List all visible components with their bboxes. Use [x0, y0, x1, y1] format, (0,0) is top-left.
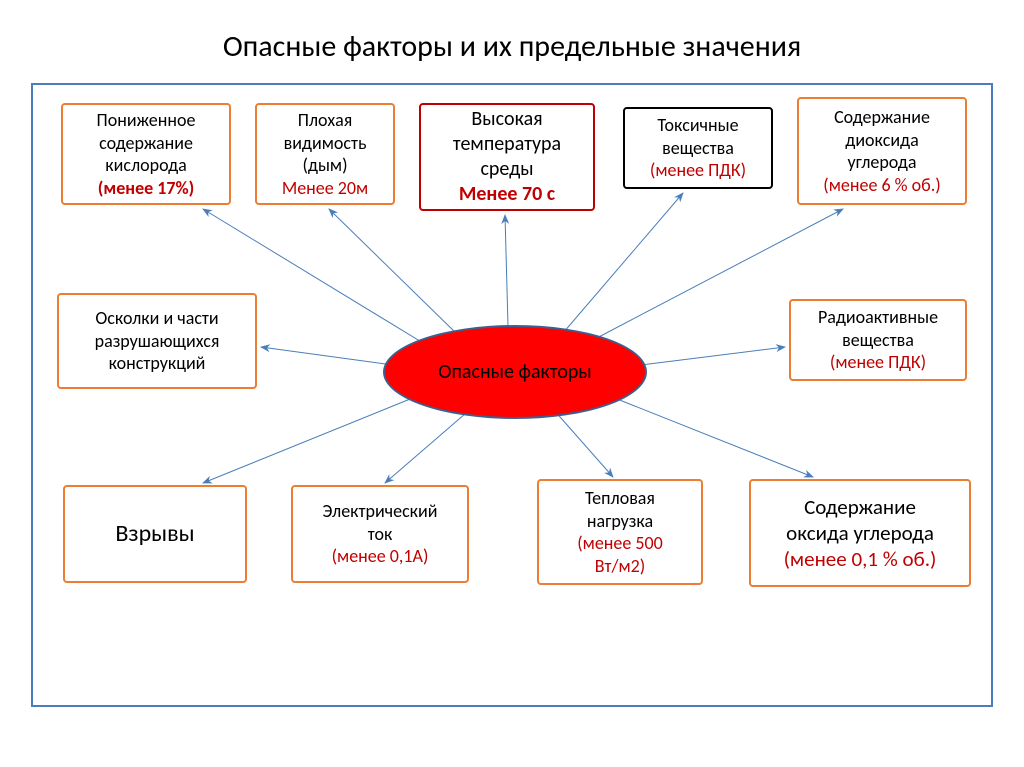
node-heatload: Тепловаянагрузка(менее 500Вт/м2): [537, 479, 703, 585]
node-toxic: Токсичныевещества(менее ПДК): [623, 107, 773, 189]
center-node: Опасные факторы: [383, 325, 647, 419]
node-text: (менее ПДК): [650, 159, 746, 182]
node-text: Токсичные: [657, 114, 738, 137]
center-label: Опасные факторы: [438, 360, 591, 384]
node-text: Радиоактивные: [818, 306, 938, 329]
node-text: ток: [368, 523, 393, 546]
node-co2: Содержаниедиоксидауглерода(менее 6 % об.…: [797, 97, 967, 205]
node-text: оксида углерода: [786, 520, 934, 546]
node-text: Содержание: [834, 106, 930, 129]
node-text: Менее 20м: [282, 177, 368, 200]
node-text: нагрузка: [587, 510, 653, 533]
arrow-radioactive: [641, 347, 785, 365]
node-text: (менее 0,1А): [332, 545, 429, 568]
arrow-debris: [261, 347, 393, 365]
node-text: (менее 17%): [98, 177, 195, 200]
node-text: среды: [480, 157, 533, 182]
node-text: вещества: [662, 137, 734, 160]
node-smoke: Плохаявидимость(дым)Менее 20м: [255, 103, 395, 205]
node-explosions: Взрывы: [63, 485, 247, 583]
arrow-temperature: [505, 215, 508, 326]
node-text: Осколки и части: [95, 307, 218, 330]
node-text: Высокая: [471, 107, 542, 132]
node-text: (менее ПДК): [830, 351, 926, 374]
arrow-current: [385, 407, 473, 483]
node-text: Пониженное: [97, 109, 196, 132]
node-text: Плохая: [298, 109, 353, 132]
node-text: кислорода: [105, 154, 186, 177]
arrow-smoke: [329, 209, 458, 335]
node-text: Тепловая: [585, 487, 655, 510]
node-text: углерода: [848, 151, 917, 174]
page-title: Опасные факторы и их предельные значения: [0, 0, 1024, 83]
node-text: (дым): [302, 154, 347, 177]
node-text: Электрический: [323, 500, 438, 523]
node-text: диоксида: [845, 129, 918, 152]
node-text: Вт/м2): [595, 555, 645, 578]
arrow-co: [607, 395, 813, 477]
arrow-toxic: [563, 193, 683, 333]
arrow-explosions: [203, 393, 425, 483]
node-co: Содержаниеоксида углерода(менее 0,1 % об…: [749, 479, 971, 587]
node-oxygen: Пониженноесодержаниекислорода(менее 17%): [61, 103, 231, 205]
node-text: (менее 0,1 % об.): [784, 546, 937, 572]
node-temperature: ВысокаятемпературасредыМенее 70 с: [419, 103, 595, 211]
node-text: разрушающихся: [95, 330, 220, 353]
node-text: вещества: [842, 329, 914, 352]
arrow-heatload: [553, 409, 613, 477]
node-radioactive: Радиоактивныевещества(менее ПДК): [789, 299, 967, 381]
node-debris: Осколки и частиразрушающихсяконструкций: [57, 293, 257, 389]
node-text: конструкций: [109, 352, 206, 375]
node-text: температура: [453, 132, 561, 157]
node-current: Электрическийток(менее 0,1А): [291, 485, 469, 583]
node-text: содержание: [99, 132, 193, 155]
node-text: Менее 70 с: [459, 182, 555, 207]
node-text: Содержание: [804, 494, 916, 520]
node-text: видимость: [284, 132, 367, 155]
diagram-frame: Опасные факторы Пониженноесодержаниекисл…: [31, 83, 993, 707]
node-text: (менее 6 % об.): [823, 174, 940, 197]
node-text: (менее 500: [577, 532, 663, 555]
node-text: Взрывы: [115, 519, 194, 549]
